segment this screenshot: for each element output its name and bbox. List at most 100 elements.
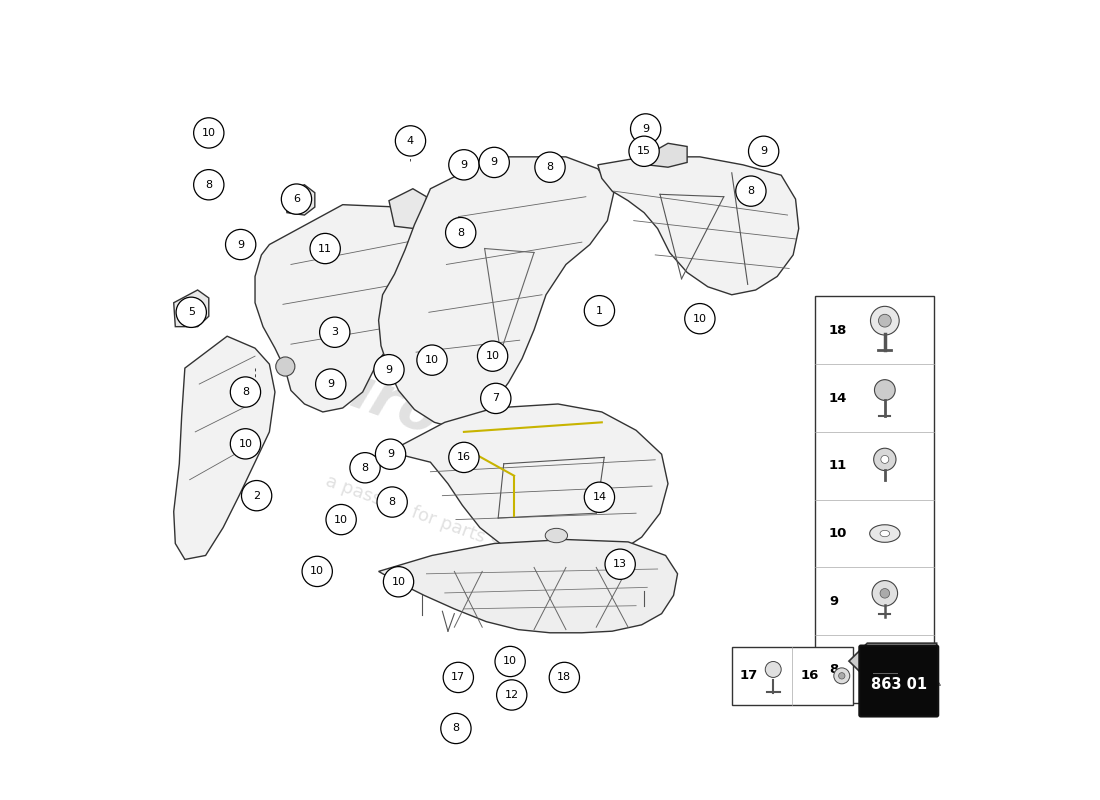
Text: 16: 16 [801,670,818,682]
Circle shape [879,314,891,327]
Circle shape [320,317,350,347]
Text: 11: 11 [318,243,332,254]
Text: 14: 14 [593,492,606,502]
Text: 15: 15 [637,146,651,156]
Text: 16: 16 [456,452,471,462]
Circle shape [870,306,899,335]
Circle shape [838,673,845,679]
Text: 12: 12 [505,690,519,700]
Text: 8: 8 [747,186,755,196]
FancyBboxPatch shape [859,646,938,717]
Circle shape [584,295,615,326]
Circle shape [374,354,404,385]
Text: 5: 5 [188,307,195,318]
Text: 1: 1 [596,306,603,316]
Circle shape [684,303,715,334]
Circle shape [375,439,406,470]
Circle shape [449,442,478,473]
Circle shape [880,589,890,598]
Text: 14: 14 [829,391,847,405]
Text: 10: 10 [485,351,499,361]
Circle shape [881,455,889,463]
Text: 10: 10 [334,514,348,525]
Circle shape [478,147,509,178]
Text: 8: 8 [452,723,460,734]
Text: 10: 10 [503,657,517,666]
Circle shape [477,341,508,371]
Ellipse shape [546,528,568,542]
Text: 10: 10 [693,314,707,324]
Text: 8: 8 [362,462,369,473]
Polygon shape [609,559,627,574]
Circle shape [230,377,261,407]
Text: 10: 10 [239,439,253,449]
Circle shape [872,581,898,606]
Circle shape [384,566,414,597]
Text: eurospares: eurospares [287,342,653,522]
Text: 8: 8 [206,180,212,190]
Text: 8: 8 [547,162,553,172]
Circle shape [834,668,850,684]
Circle shape [736,176,766,206]
Circle shape [630,114,661,144]
Circle shape [446,218,476,248]
Text: 9: 9 [829,594,838,608]
Text: 9: 9 [327,379,334,389]
Circle shape [584,482,615,513]
Text: 18: 18 [829,324,847,337]
Circle shape [326,505,356,534]
Circle shape [310,234,340,264]
Circle shape [302,556,332,586]
Text: 9: 9 [760,146,767,156]
Circle shape [242,481,272,511]
Circle shape [629,136,659,166]
Circle shape [495,646,526,677]
FancyBboxPatch shape [732,647,852,705]
Polygon shape [255,205,453,412]
Polygon shape [378,157,614,428]
Polygon shape [597,157,799,294]
Text: 4: 4 [407,136,414,146]
Polygon shape [285,185,315,215]
Circle shape [535,152,565,182]
Text: 10: 10 [829,527,847,540]
Circle shape [417,345,448,375]
Text: 3: 3 [331,327,339,338]
Circle shape [395,126,426,156]
Text: 9: 9 [460,160,467,170]
Text: 9: 9 [642,124,649,134]
Text: a passion for parts since 1985: a passion for parts since 1985 [323,473,585,582]
Text: 6: 6 [293,194,300,204]
Polygon shape [849,643,937,679]
Circle shape [226,230,256,260]
Circle shape [874,380,895,400]
Circle shape [441,714,471,744]
Text: 8: 8 [458,227,464,238]
Text: 17: 17 [739,670,758,682]
Text: 8: 8 [242,387,249,397]
Circle shape [230,429,261,459]
Circle shape [194,118,224,148]
Text: 863 01: 863 01 [871,677,927,692]
Circle shape [748,136,779,166]
Text: 11: 11 [829,459,847,472]
Circle shape [496,680,527,710]
FancyBboxPatch shape [862,658,907,682]
Circle shape [176,297,207,327]
Text: 13: 13 [613,559,627,570]
Ellipse shape [870,525,900,542]
Circle shape [282,184,311,214]
Circle shape [873,448,896,470]
Text: 18: 18 [558,673,571,682]
Circle shape [194,170,224,200]
Polygon shape [174,290,209,326]
Text: 8: 8 [388,497,396,507]
Circle shape [377,487,407,517]
Text: 2: 2 [253,490,261,501]
Polygon shape [867,679,940,686]
Text: 9: 9 [387,450,394,459]
Polygon shape [389,189,427,229]
Polygon shape [389,404,668,563]
Ellipse shape [880,530,890,537]
Polygon shape [174,336,275,559]
